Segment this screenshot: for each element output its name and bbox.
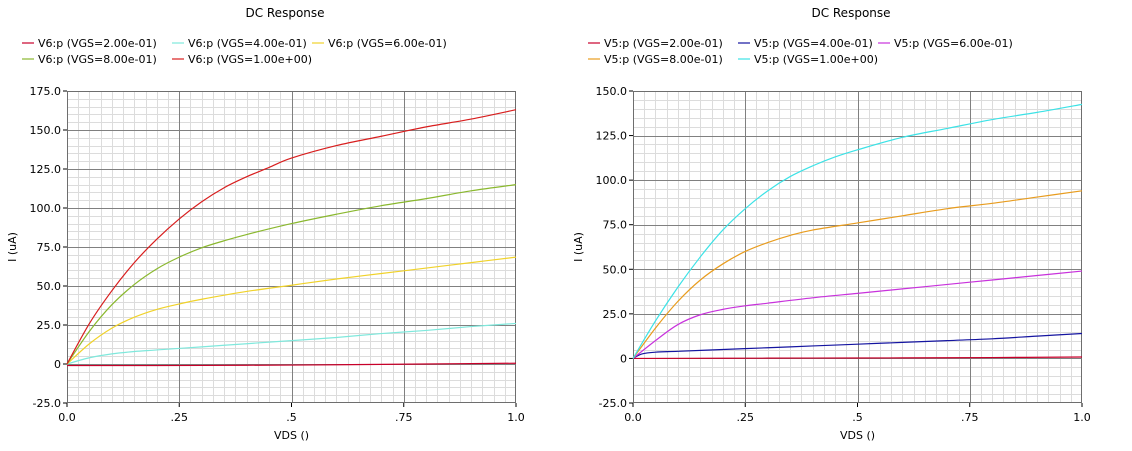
y-axis-label: I (uA) xyxy=(6,232,19,262)
x-axis-label: VDS () xyxy=(274,429,309,442)
y-tick-label: 125.0 xyxy=(30,163,62,176)
y-tick-label: 75.0 xyxy=(37,241,62,254)
x-tick-label: .75 xyxy=(395,411,413,424)
y-axis-label: I (uA) xyxy=(572,232,585,262)
x-tick-label: .25 xyxy=(171,411,189,424)
legend-label: V6:p (VGS=4.00e-01) xyxy=(188,37,307,50)
legend-label: V5:p (VGS=2.00e-01) xyxy=(604,37,723,50)
legend-label: V6:p (VGS=8.00e-01) xyxy=(38,53,157,66)
legend-label: V5:p (VGS=6.00e-01) xyxy=(894,37,1013,50)
chart-title: DC Response xyxy=(811,6,890,20)
x-tick-label: 0.0 xyxy=(624,411,642,424)
y-tick-label: 75.0 xyxy=(603,219,628,232)
y-tick-label: 100.0 xyxy=(30,202,62,215)
legend-label: V6:p (VGS=2.00e-01) xyxy=(38,37,157,50)
series-line xyxy=(66,109,517,365)
x-tick-label: .75 xyxy=(961,411,979,424)
y-tick-label: 150.0 xyxy=(30,124,62,137)
series-line xyxy=(632,356,1083,360)
series-line xyxy=(66,184,517,365)
series-line xyxy=(66,362,517,367)
y-tick-label: 50.0 xyxy=(37,280,62,293)
series-line xyxy=(66,256,517,365)
series-line xyxy=(632,190,1083,359)
y-tick-label: 25.0 xyxy=(37,319,62,332)
series-line xyxy=(632,270,1083,359)
plot-frame xyxy=(67,91,516,403)
x-tick-label: .5 xyxy=(286,411,297,424)
legend-label: V5:p (VGS=8.00e-01) xyxy=(604,53,723,66)
major-grid xyxy=(67,91,516,403)
series-line xyxy=(66,322,517,365)
y-tick-label: 125.0 xyxy=(596,130,628,143)
series-line xyxy=(632,332,1083,359)
legend-label: V5:p (VGS=1.00e+00) xyxy=(754,53,878,66)
y-tick-label: 25.0 xyxy=(603,308,628,321)
y-tick-label: 0 xyxy=(54,358,61,371)
chart-right: DC Response V5:p (VGS=2.00e-01) V5:p (VGS=… xyxy=(572,6,1091,442)
x-tick-label: 0.0 xyxy=(58,411,76,424)
plot-frame xyxy=(633,91,1082,403)
x-tick-label: .25 xyxy=(737,411,755,424)
x-tick-label: 1.0 xyxy=(1073,411,1091,424)
legend-label: V6:p (VGS=1.00e+00) xyxy=(188,53,312,66)
y-tick-label: 175.0 xyxy=(30,85,62,98)
y-tick-label: 50.0 xyxy=(603,263,628,276)
y-tick-label: 150.0 xyxy=(596,85,628,98)
x-tick-label: 1.0 xyxy=(507,411,525,424)
y-tick-label: -25.0 xyxy=(599,397,627,410)
legend-label: V5:p (VGS=4.00e-01) xyxy=(754,37,873,50)
x-axis-label: VDS () xyxy=(840,429,875,442)
chart-left: DC Response V6:p (VGS=2.00e-01) V6:p (VGS=… xyxy=(6,6,525,442)
chart-title: DC Response xyxy=(245,6,324,20)
legend-label: V6:p (VGS=6.00e-01) xyxy=(328,37,447,50)
series-line xyxy=(632,103,1083,359)
y-tick-label: 0 xyxy=(620,352,627,365)
x-tick-label: .5 xyxy=(852,411,863,424)
y-tick-label: 100.0 xyxy=(596,174,628,187)
y-tick-label: -25.0 xyxy=(33,397,61,410)
